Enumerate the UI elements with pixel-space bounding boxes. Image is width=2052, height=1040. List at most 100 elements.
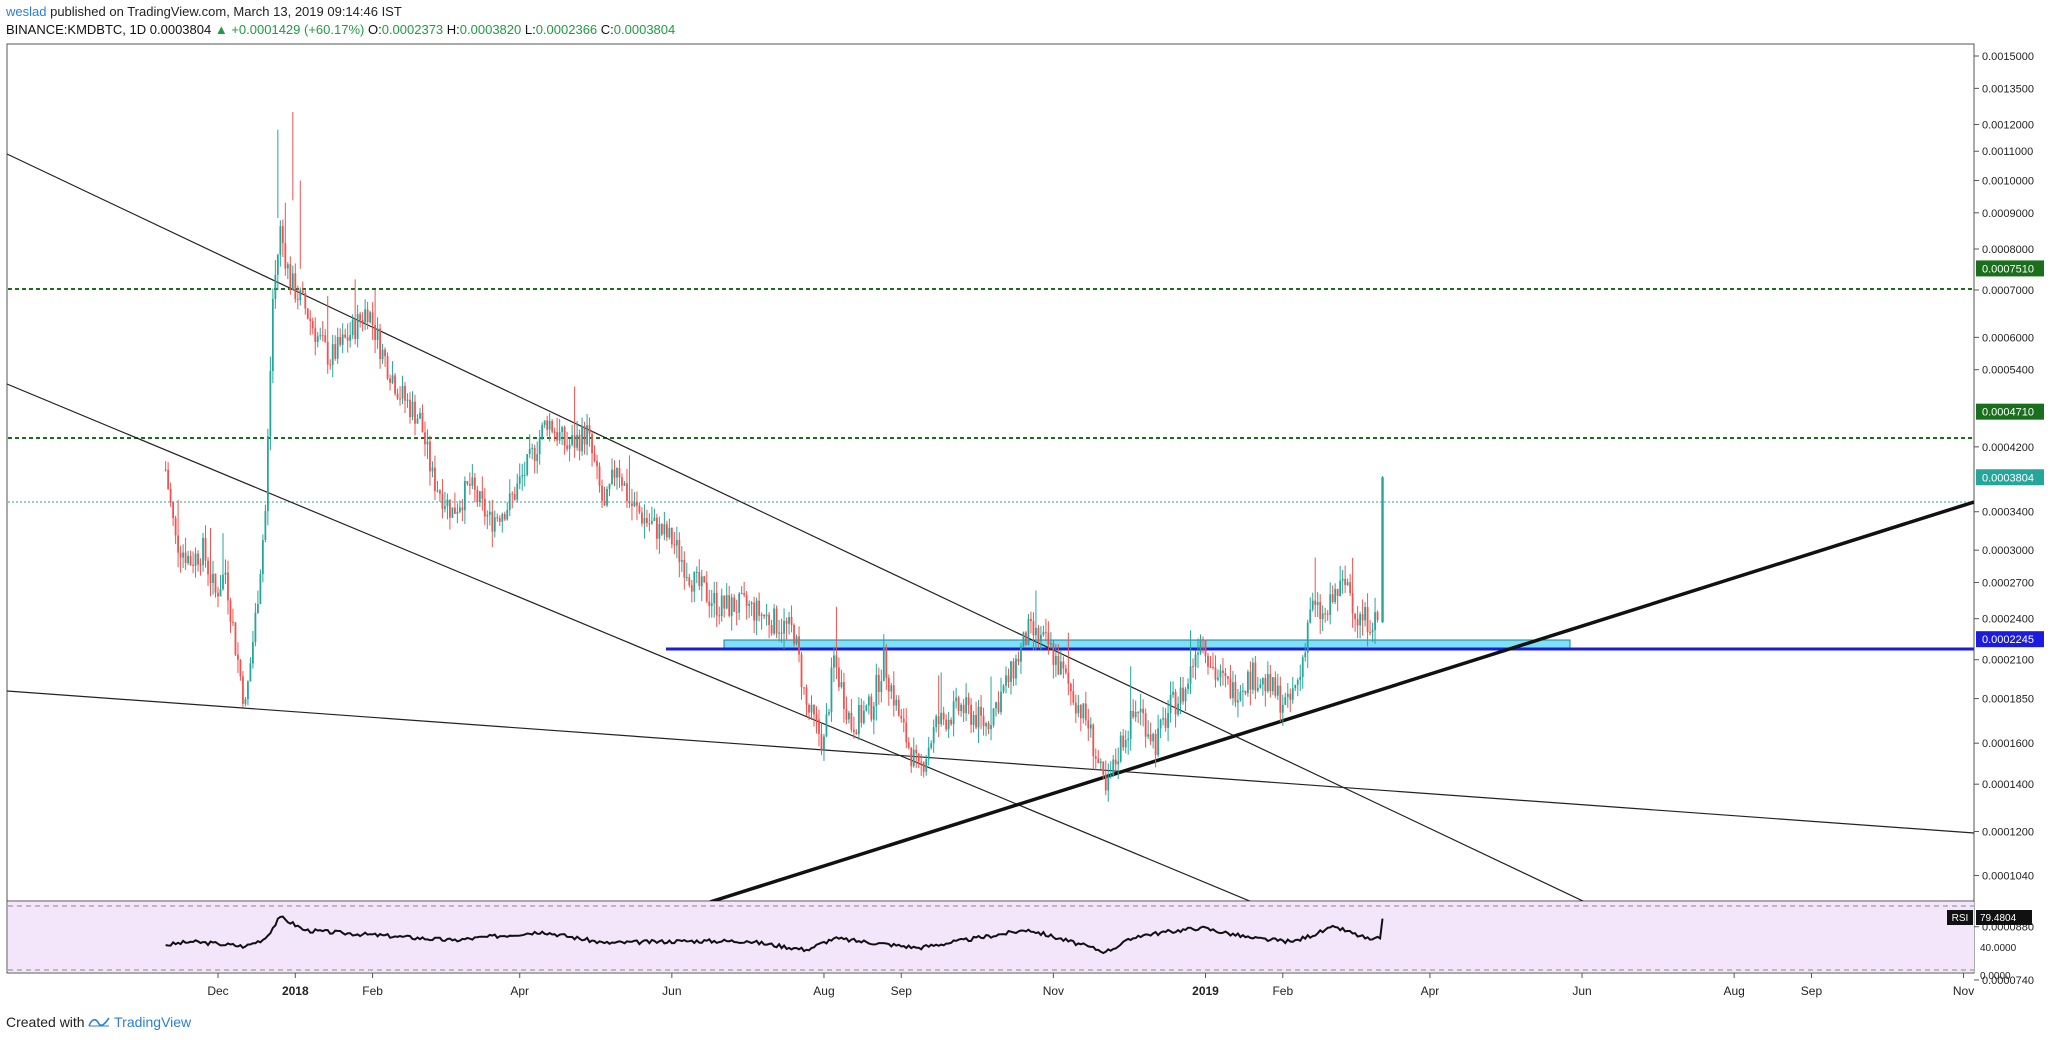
candle-down: [311, 320, 314, 329]
candle-up: [1256, 687, 1259, 691]
candle-down: [503, 514, 506, 520]
candle-up: [1005, 675, 1007, 686]
candle-up: [725, 595, 728, 609]
candle-up: [825, 714, 828, 737]
candle-down: [1192, 666, 1194, 668]
candle-down: [284, 243, 287, 269]
candle-up: [1049, 643, 1052, 645]
candle-down: [885, 646, 888, 678]
descending-trendline-lower[interactable]: [7, 383, 1252, 902]
candle-up: [541, 424, 544, 439]
change-arrow-icon: ▲: [214, 22, 228, 37]
candle-up: [299, 290, 302, 301]
candle-down: [588, 425, 591, 435]
candle-up: [830, 667, 833, 713]
last-candle: [1381, 477, 1384, 623]
candle-up: [1010, 661, 1012, 682]
candle-down: [917, 753, 920, 762]
candle-down: [209, 574, 212, 583]
price-tick-label: 0.0006000: [1982, 332, 2034, 344]
candles[interactable]: [164, 111, 1384, 802]
candle-down: [905, 722, 908, 743]
candle-up: [264, 510, 267, 541]
time-tick-label: Apr: [510, 984, 529, 998]
candle-up: [990, 725, 992, 730]
candle-down: [379, 328, 381, 360]
candle-up: [478, 491, 481, 503]
candle-up: [720, 595, 723, 617]
candle-up: [1299, 677, 1302, 681]
candle-down: [945, 719, 948, 730]
candle-down: [361, 320, 364, 323]
candle-down: [843, 682, 845, 709]
candle-down: [329, 364, 332, 366]
candle-up: [738, 593, 741, 613]
candle-down: [665, 524, 668, 538]
candle-up: [586, 425, 588, 445]
candle-up: [538, 438, 541, 455]
tradingview-link[interactable]: TradingView: [114, 1014, 192, 1030]
price-axis[interactable]: 0.0015000 0.0013500 0.0012000 0.0011000 0.00…: [1974, 51, 2034, 987]
candle-up: [748, 603, 751, 606]
candle-down: [982, 715, 985, 727]
candle-up: [1082, 703, 1085, 719]
candle-down: [1174, 691, 1177, 715]
ascending-trendline[interactable]: [709, 500, 1974, 902]
candle-up: [880, 681, 883, 692]
candle-up: [256, 603, 259, 613]
candle-down: [374, 324, 377, 340]
candle-up: [1301, 657, 1304, 678]
candle-up: [516, 483, 519, 500]
price-label: 0.0004710: [1982, 407, 2034, 419]
candle-up: [1035, 627, 1037, 636]
candle-down: [900, 715, 903, 719]
candle-up: [857, 704, 860, 735]
candle-down: [678, 539, 681, 562]
candle-down: [957, 697, 960, 712]
candle-down: [690, 585, 693, 592]
price-label: 0.0003804: [1982, 472, 2034, 484]
high-label: H:: [446, 22, 460, 37]
candle-down: [967, 697, 970, 705]
symbol-label[interactable]: BINANCE:KMDBTC, 1D: [6, 22, 147, 37]
candle-down: [578, 434, 581, 452]
price-tick-label: 0.0004200: [1982, 442, 2034, 454]
candle-down: [1351, 593, 1354, 614]
candle-up: [611, 469, 613, 484]
ohlc-legend: BINANCE:KMDBTC, 1D 0.0003804 ▲ +0.000142…: [6, 22, 675, 37]
candle-up: [1189, 666, 1192, 684]
candle-down: [239, 659, 242, 677]
candle-down: [1092, 724, 1095, 757]
candle-up: [1059, 661, 1062, 675]
candle-down: [1032, 621, 1035, 636]
candle-up: [1304, 652, 1307, 658]
candle-down: [733, 597, 736, 612]
candle-down: [835, 655, 838, 668]
candle-up: [608, 483, 611, 489]
candle-down: [1354, 613, 1357, 620]
candle-down: [289, 264, 292, 290]
candle-up: [693, 572, 696, 592]
candle-up: [867, 696, 870, 706]
candle-down: [189, 555, 192, 565]
candle-down: [232, 621, 234, 623]
candle-down: [346, 337, 349, 341]
candle-up: [316, 336, 319, 342]
candle-up: [202, 537, 204, 566]
descending-trendline-upper[interactable]: [7, 153, 1585, 902]
candle-up: [1134, 712, 1137, 718]
candle-up: [1119, 735, 1122, 762]
candle-down: [242, 676, 244, 704]
candle-down: [214, 573, 217, 593]
long-term-trendline[interactable]: [7, 690, 1974, 834]
candle-up: [972, 714, 975, 725]
candle-down: [1331, 594, 1334, 603]
candle-down: [763, 614, 766, 617]
time-axis[interactable]: Dec 2018 Feb Apr Jun Aug Sep Nov 2019 Feb Apr Jun Au…: [207, 973, 1974, 998]
candle-up: [576, 434, 578, 448]
author-link[interactable]: weslad: [6, 4, 47, 19]
candle-up: [1117, 761, 1120, 765]
candle-up: [568, 444, 571, 449]
candle-down: [670, 527, 673, 545]
